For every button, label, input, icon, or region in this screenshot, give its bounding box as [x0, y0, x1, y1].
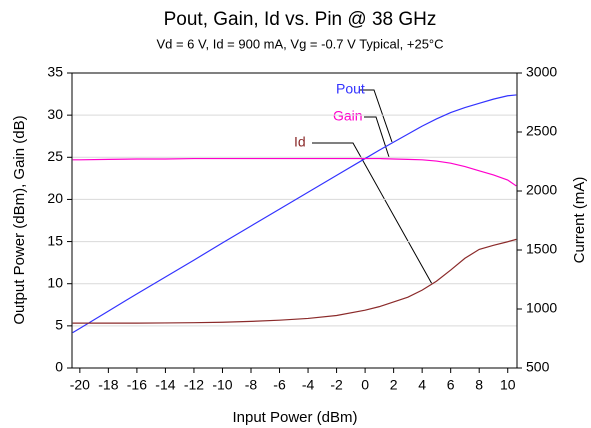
x-axis-label: Input Power (dBm) [232, 409, 357, 426]
x-tick-label: -4 [302, 377, 315, 393]
y-tick-label: 30 [47, 106, 63, 122]
x-tick-label: -16 [127, 377, 147, 393]
x-tick-label: -18 [98, 377, 118, 393]
chart-title: Pout, Gain, Id vs. Pin @ 38 GHz [164, 9, 437, 30]
pout-leader [359, 89, 393, 143]
pout-label: Pout [336, 81, 365, 97]
y-tick-label: 15 [47, 232, 63, 248]
y-axis-label: Output Power (dBm), Gain (dB) [11, 115, 28, 324]
x-tick-label: 8 [475, 377, 483, 393]
gain-label: Gain [333, 108, 363, 124]
x-tick-label: 0 [361, 377, 369, 393]
x-tick-label: 6 [447, 377, 455, 393]
y-tick-label: 20 [47, 190, 63, 206]
y2-axis-label: Current (mA) [571, 177, 588, 264]
x-tick-label: -2 [330, 377, 343, 393]
x-tick-label: -10 [212, 377, 232, 393]
leader-lines [312, 89, 433, 285]
x-tick-label: 2 [390, 377, 398, 393]
y-tick-label: 35 [47, 64, 63, 80]
x-tick-label: -6 [273, 377, 286, 393]
y2-tick-label: 2000 [526, 182, 557, 198]
x-tick-label: -8 [245, 377, 258, 393]
y2-tick-label: 3000 [526, 64, 557, 80]
y-tick-label: 25 [47, 148, 63, 164]
series-line [72, 238, 517, 324]
y2-tick-label: 2500 [526, 123, 557, 139]
chart-subtitle: Vd = 6 V, Id = 900 mA, Vg = -0.7 V Typic… [156, 36, 443, 51]
y2-tick-label: 1000 [526, 300, 557, 316]
y2-tick-label: 1500 [526, 241, 557, 257]
series-line [72, 157, 517, 187]
y-tick-label: 10 [47, 274, 63, 290]
x-tick-label: -14 [155, 377, 175, 393]
gain-leader [364, 116, 390, 158]
y-tick-label: 0 [55, 359, 63, 375]
x-tick-label: 10 [500, 377, 516, 393]
x-tick-label: 4 [418, 377, 426, 393]
plot-frame [71, 72, 518, 369]
y-tick-label: 5 [55, 317, 63, 333]
y2-tick-label: 500 [526, 359, 550, 375]
x-tick-label: -12 [184, 377, 204, 393]
series-line [72, 94, 517, 334]
x-tick-label: -20 [70, 377, 90, 393]
id-leader [312, 142, 433, 285]
id-label: Id [294, 134, 306, 150]
